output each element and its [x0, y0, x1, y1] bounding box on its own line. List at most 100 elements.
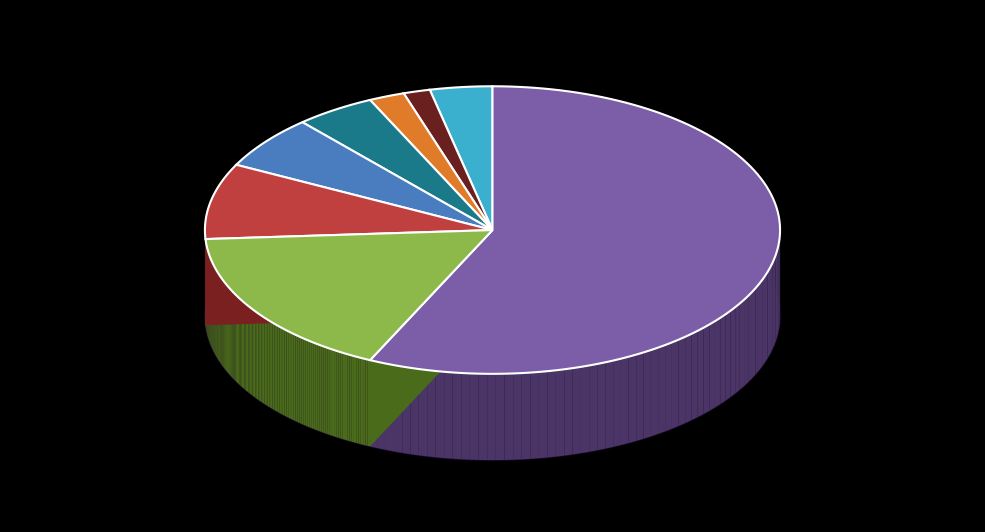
Polygon shape — [605, 361, 613, 448]
Polygon shape — [589, 364, 597, 452]
Polygon shape — [770, 263, 772, 354]
Polygon shape — [672, 339, 679, 429]
Polygon shape — [444, 372, 453, 459]
Polygon shape — [752, 288, 755, 378]
Polygon shape — [772, 259, 774, 350]
Polygon shape — [504, 373, 513, 460]
Polygon shape — [321, 346, 323, 433]
Polygon shape — [323, 346, 326, 434]
Polygon shape — [244, 303, 245, 390]
Polygon shape — [238, 297, 239, 385]
Polygon shape — [247, 305, 248, 392]
Polygon shape — [236, 296, 238, 384]
Polygon shape — [266, 319, 268, 406]
Polygon shape — [348, 354, 350, 441]
Polygon shape — [572, 367, 581, 454]
Polygon shape — [302, 100, 492, 230]
Polygon shape — [280, 327, 281, 414]
Polygon shape — [759, 280, 762, 370]
Polygon shape — [679, 337, 686, 426]
Polygon shape — [250, 307, 251, 394]
Polygon shape — [233, 293, 234, 380]
Polygon shape — [411, 368, 419, 455]
Polygon shape — [522, 372, 530, 459]
Polygon shape — [755, 284, 759, 375]
Polygon shape — [636, 352, 643, 441]
Polygon shape — [206, 230, 492, 360]
Polygon shape — [206, 230, 492, 326]
Polygon shape — [206, 230, 492, 326]
Polygon shape — [361, 358, 363, 445]
Polygon shape — [665, 343, 672, 431]
Polygon shape — [651, 347, 658, 436]
Polygon shape — [231, 290, 232, 378]
Polygon shape — [370, 86, 780, 374]
Polygon shape — [257, 312, 258, 400]
Polygon shape — [775, 251, 777, 342]
Polygon shape — [254, 310, 255, 398]
Polygon shape — [628, 355, 636, 443]
Polygon shape — [328, 348, 330, 435]
Polygon shape — [777, 246, 778, 337]
Polygon shape — [276, 325, 278, 412]
Polygon shape — [261, 315, 263, 403]
Polygon shape — [715, 318, 720, 408]
Polygon shape — [313, 343, 315, 429]
Polygon shape — [326, 347, 328, 434]
Polygon shape — [234, 294, 235, 381]
Polygon shape — [269, 321, 271, 408]
Polygon shape — [350, 355, 352, 442]
Polygon shape — [435, 371, 444, 458]
Polygon shape — [240, 300, 241, 387]
Polygon shape — [296, 335, 297, 422]
Polygon shape — [260, 314, 261, 402]
Polygon shape — [332, 350, 334, 436]
Polygon shape — [236, 122, 492, 230]
Polygon shape — [597, 362, 605, 450]
Polygon shape — [767, 268, 770, 358]
Polygon shape — [290, 332, 292, 419]
Polygon shape — [386, 363, 394, 452]
Polygon shape — [265, 318, 266, 405]
Polygon shape — [287, 330, 289, 418]
Polygon shape — [365, 359, 367, 446]
Polygon shape — [345, 353, 348, 440]
Polygon shape — [643, 350, 651, 439]
Polygon shape — [740, 300, 744, 390]
Polygon shape — [762, 276, 765, 367]
Polygon shape — [232, 292, 233, 379]
Polygon shape — [339, 352, 341, 438]
Polygon shape — [343, 353, 345, 440]
Polygon shape — [539, 371, 548, 458]
Polygon shape — [341, 352, 343, 439]
Polygon shape — [513, 373, 522, 460]
Polygon shape — [285, 329, 287, 417]
Polygon shape — [309, 341, 311, 428]
Polygon shape — [354, 356, 357, 443]
Polygon shape — [453, 372, 461, 459]
Polygon shape — [479, 373, 488, 460]
Polygon shape — [470, 373, 479, 460]
Polygon shape — [263, 317, 265, 404]
Polygon shape — [319, 345, 321, 432]
Polygon shape — [278, 326, 280, 413]
Polygon shape — [230, 289, 231, 376]
Polygon shape — [404, 90, 492, 230]
Polygon shape — [274, 323, 276, 411]
Polygon shape — [268, 320, 269, 407]
Polygon shape — [258, 313, 260, 401]
Polygon shape — [613, 359, 621, 447]
Polygon shape — [281, 328, 283, 415]
Polygon shape — [581, 365, 589, 453]
Polygon shape — [530, 372, 539, 459]
Polygon shape — [548, 370, 556, 458]
Polygon shape — [378, 362, 386, 450]
Polygon shape — [239, 298, 240, 386]
Polygon shape — [303, 338, 305, 426]
Polygon shape — [289, 331, 290, 419]
Polygon shape — [205, 172, 780, 460]
Polygon shape — [334, 350, 336, 437]
Polygon shape — [495, 373, 504, 460]
Polygon shape — [315, 343, 317, 430]
Polygon shape — [621, 356, 628, 445]
